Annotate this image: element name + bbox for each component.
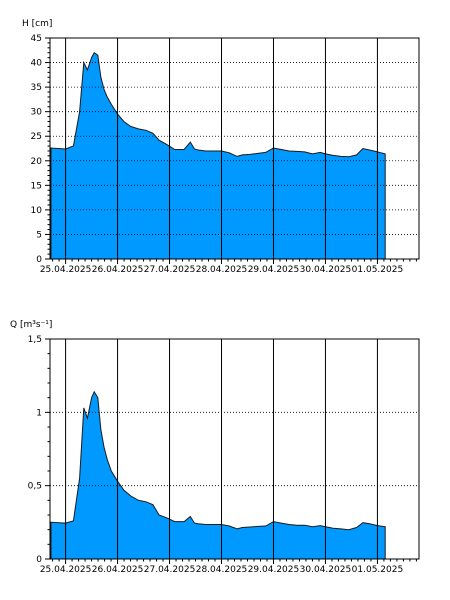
x-tick-label: 01.05.2025 [352, 265, 404, 275]
x-tick-label: 26.04.2025 [92, 565, 144, 575]
x-tick-label: 29.04.2025 [248, 265, 300, 275]
y-tick-label: 35 [31, 83, 42, 93]
series-area [50, 51, 386, 260]
x-tick-label: 27.04.2025 [144, 265, 196, 275]
y-tick-label: 15 [31, 181, 42, 191]
y-axis-title: H [cm] [22, 19, 52, 29]
y-tick-label: 1,5 [28, 335, 42, 345]
chart-2: 0 0,5 1 1,5 25.04.2025 26.04.2025 27.04.2025 28… [10, 320, 420, 575]
x-tick-label: 26.04.2025 [92, 265, 144, 275]
y-tick-label: 0 [36, 255, 42, 265]
x-tick-label: 28.04.2025 [196, 565, 248, 575]
y-tick-label: 45 [31, 34, 42, 44]
y-tick-label: 0 [36, 555, 42, 565]
y-axis-title: Q [m³s⁻¹] [10, 320, 52, 330]
x-tick-label: 25.04.2025 [40, 565, 92, 575]
x-tick-label: 30.04.2025 [300, 565, 352, 575]
y-tick-label: 40 [31, 59, 43, 69]
chart-1: 0 5 10 15 20 25 30 35 40 45 25.04.2025 26.04.2025 27… [22, 19, 420, 275]
series-area [50, 390, 386, 560]
x-tick-label: 01.05.2025 [352, 565, 404, 575]
y-tick-label: 20 [31, 157, 43, 167]
y-tick-label: 0,5 [28, 482, 42, 492]
y-tick-label: 25 [31, 132, 42, 142]
y-tick-label: 30 [31, 108, 43, 118]
x-tick-label: 29.04.2025 [248, 565, 300, 575]
x-tick-label: 28.04.2025 [196, 265, 248, 275]
x-tick-label: 25.04.2025 [40, 265, 92, 275]
x-tick-label: 30.04.2025 [300, 265, 352, 275]
y-tick-label: 5 [36, 230, 42, 240]
y-tick-label: 10 [31, 206, 43, 216]
y-tick-label: 1 [36, 408, 42, 418]
x-tick-label: 27.04.2025 [144, 565, 196, 575]
